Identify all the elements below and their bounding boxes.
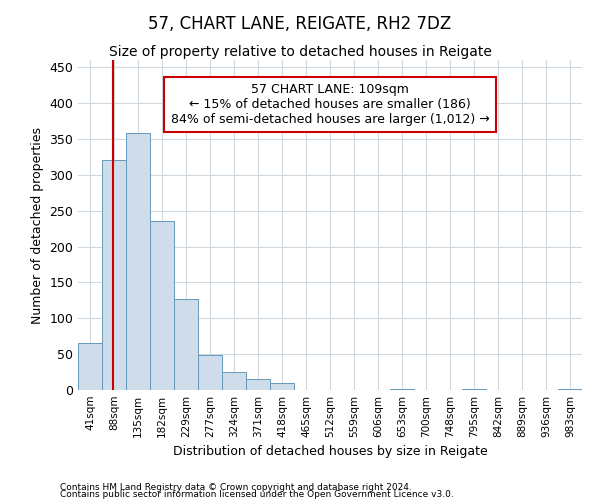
Bar xyxy=(270,383,294,390)
Bar xyxy=(174,299,198,390)
Bar xyxy=(126,133,150,390)
Text: Size of property relative to detached houses in Reigate: Size of property relative to detached ho… xyxy=(109,45,491,59)
X-axis label: Distribution of detached houses by size in Reigate: Distribution of detached houses by size … xyxy=(173,446,487,458)
Bar xyxy=(102,160,126,390)
Bar xyxy=(558,388,582,390)
Bar xyxy=(150,222,174,390)
Y-axis label: Number of detached properties: Number of detached properties xyxy=(31,126,44,324)
Text: Contains HM Land Registry data © Crown copyright and database right 2024.: Contains HM Land Registry data © Crown c… xyxy=(60,484,412,492)
Text: 57, CHART LANE, REIGATE, RH2 7DZ: 57, CHART LANE, REIGATE, RH2 7DZ xyxy=(148,15,452,33)
Bar xyxy=(222,372,246,390)
Bar xyxy=(198,355,222,390)
Bar xyxy=(78,344,102,390)
Text: Contains public sector information licensed under the Open Government Licence v3: Contains public sector information licen… xyxy=(60,490,454,499)
Bar xyxy=(246,379,270,390)
Text: 57 CHART LANE: 109sqm
← 15% of detached houses are smaller (186)
84% of semi-det: 57 CHART LANE: 109sqm ← 15% of detached … xyxy=(170,83,490,126)
